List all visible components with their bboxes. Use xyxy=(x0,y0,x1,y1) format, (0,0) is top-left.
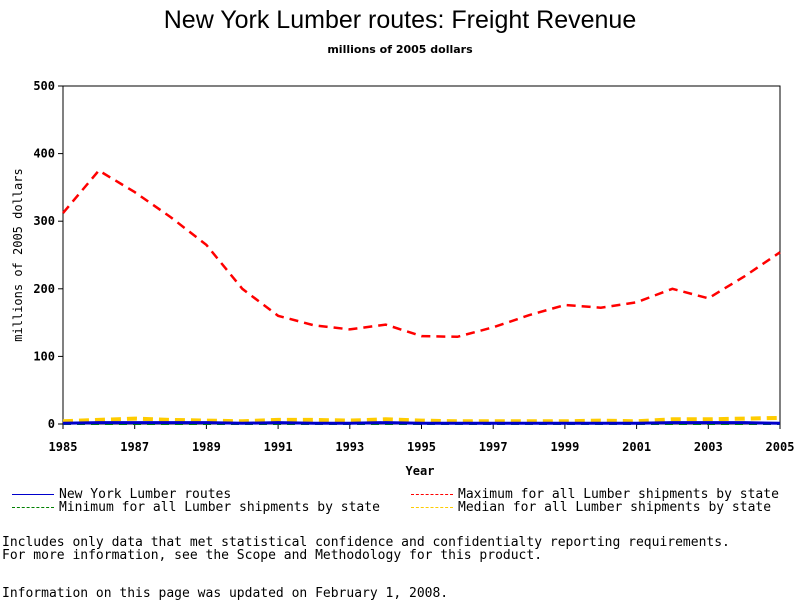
x-tick-label: 1985 xyxy=(49,440,78,454)
legend-swatch-median xyxy=(411,507,453,508)
chart-title: New York Lumber routes: Freight Revenue xyxy=(163,6,637,34)
x-tick-label: 2005 xyxy=(766,440,795,454)
note-updated: Information on this page was updated on … xyxy=(2,586,449,601)
x-tick-label: 1989 xyxy=(192,440,221,454)
legend-label-minimum: Minimum for all Lumber shipments by stat… xyxy=(59,500,380,515)
legend-label-maximum: Maximum for all Lumber shipments by stat… xyxy=(458,487,779,502)
legend-label-new-york: New York Lumber routes xyxy=(59,487,232,502)
x-axis-label: Year xyxy=(406,464,435,478)
x-tick-label: 2001 xyxy=(622,440,651,454)
series-lines xyxy=(62,168,781,425)
y-tick-label: 400 xyxy=(33,147,55,161)
series-line-maximum-for-all-lumber-shipments-by-state xyxy=(62,168,781,339)
legend-swatch-minimum xyxy=(12,507,54,508)
x-tick-label: 1993 xyxy=(335,440,364,454)
x-tick-label: 1987 xyxy=(120,440,149,454)
note-methodology: For more information, see the Scope and … xyxy=(2,548,543,563)
chart-subtitle: millions of 2005 dollars xyxy=(327,43,473,56)
y-axis: 0 100 200 300 400 500 xyxy=(33,79,63,431)
x-tick-label: 1997 xyxy=(479,440,508,454)
legend-label-median: Median for all Lumber shipments by state xyxy=(458,500,772,515)
series-line-new-york-lumber-routes xyxy=(62,421,781,425)
y-axis-label: millions of 2005 dollars xyxy=(11,168,25,341)
x-tick-label: 1999 xyxy=(550,440,579,454)
x-tick-label: 2003 xyxy=(694,440,723,454)
plot-frame xyxy=(62,85,781,425)
y-tick-label: 500 xyxy=(33,79,55,93)
y-tick-label: 0 xyxy=(48,417,55,431)
x-axis: 1985 1987 1989 1991 1993 1995 1997 1999 2001 2003… xyxy=(49,424,795,454)
y-tick-label: 100 xyxy=(33,349,55,363)
series-line-median-for-all-lumber-shipments-by-state xyxy=(62,415,781,424)
legend-swatch-new-york xyxy=(12,494,54,495)
y-tick-label: 200 xyxy=(33,282,55,296)
x-tick-label: 1995 xyxy=(407,440,436,454)
note-confidence: Includes only data that met statistical … xyxy=(2,535,730,550)
legend-swatch-maximum xyxy=(411,494,453,495)
x-tick-label: 1991 xyxy=(264,440,293,454)
y-tick-label: 300 xyxy=(33,214,55,228)
